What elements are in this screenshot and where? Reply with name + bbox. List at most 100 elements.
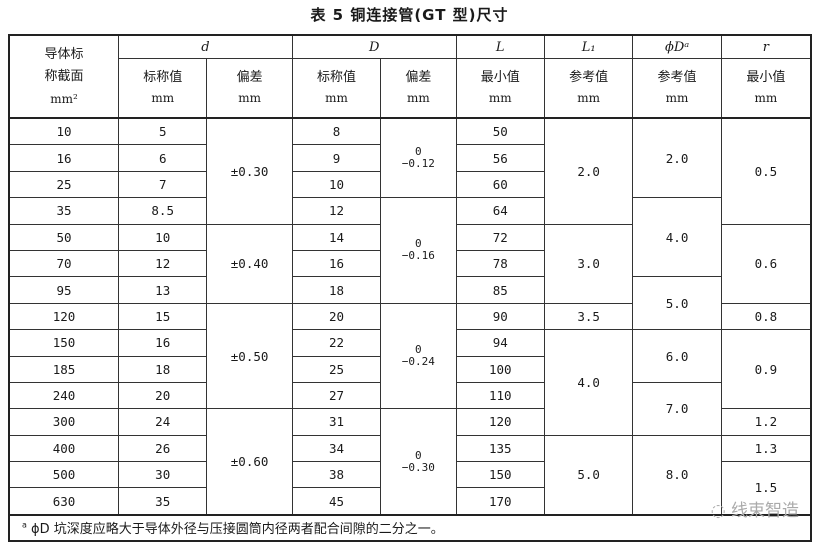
cell-L-min: 85	[455, 276, 545, 304]
cell-d-tol: ±0.60	[206, 408, 293, 516]
table-row: 300 24 ±0.60 31 0 −0.30 120 1.2	[8, 408, 812, 516]
tolerance-line: −0.24	[401, 355, 435, 369]
cell-section: 300	[8, 408, 119, 436]
cell-L-min: 56	[455, 144, 545, 172]
tolerance-line: −0.12	[401, 157, 435, 171]
cell-L-min: 94	[455, 329, 545, 357]
header-D-tolerance: 偏差 mm	[380, 58, 457, 119]
cell-d-nom: 20	[117, 381, 208, 410]
cell-d-nom: 18	[117, 355, 208, 383]
table-title: 表 5 铜连接管(GT 型)尺寸	[310, 6, 509, 24]
cell-L-min: 100	[455, 355, 545, 383]
cell-L-min: 60	[455, 170, 545, 199]
cell-r: 1.5	[720, 461, 812, 516]
cell-d-tol: ±0.50	[206, 302, 293, 410]
table-row: 16 6 9 56	[8, 144, 811, 172]
cell-d-nom: 8.5	[117, 197, 208, 225]
cell-section: 185	[8, 355, 119, 383]
footnote-text: ϕD 坑深度应略大于导体外径与压接圆筒内径两者配合间隙的二分之一。	[31, 522, 444, 538]
tolerance-line: −0.16	[401, 249, 435, 263]
cell-section: 400	[8, 434, 119, 463]
table-row: 500 30 38 150 1.5	[8, 461, 812, 516]
cell-section: 120	[8, 302, 119, 331]
cell-d-nom: 13	[117, 276, 208, 304]
cell-section: 95	[8, 276, 119, 304]
cell-L-min: 170	[455, 487, 545, 516]
cell-D-nom: 18	[291, 276, 382, 304]
cell-r: 1.3	[720, 434, 812, 463]
watermark: ◌ 线束智造	[710, 501, 799, 521]
cell-D-tol: 0 −0.30	[380, 408, 457, 516]
cell-section: 70	[8, 249, 119, 278]
header-text: 导体标	[44, 46, 84, 62]
footnote: a ϕD 坑深度应略大于导体外径与压接圆筒内径两者配合间隙的二分之一。	[8, 513, 812, 542]
cell-D-nom: 45	[291, 487, 382, 516]
cell-d-tol: ±0.30	[206, 117, 293, 225]
cell-section: 35	[8, 197, 119, 225]
cell-D-nom: 38	[291, 461, 382, 489]
cell-L-min: 135	[455, 434, 545, 463]
cell-L1: 5.0	[543, 434, 634, 516]
copper-connector-dimension-table: 导体标 称截面 mm² d D L L₁ ϕDᵃ r 标称值 mm 偏差 mm 标称…	[8, 34, 812, 542]
cell-r: 1.2	[720, 408, 812, 436]
cell-D-nom: 31	[291, 408, 382, 436]
cell-L-min: 110	[455, 381, 545, 410]
cell-d-nom: 7	[117, 170, 208, 199]
cell-d-nom: 15	[117, 302, 208, 331]
cell-L-min: 50	[455, 117, 545, 146]
cell-D-nom: 22	[291, 329, 382, 357]
cell-section: 240	[8, 381, 119, 410]
cell-section: 500	[8, 461, 119, 489]
table-row: 120 15 ±0.50 20 0 −0.24 90 3.5 0.8	[8, 302, 812, 410]
cell-D-nom: 14	[291, 223, 382, 251]
cell-d-nom: 6	[117, 144, 208, 172]
header-phiD-ref: 参考值 mm	[632, 58, 722, 119]
table-row: 35 8.5 12 0 −0.16 64 4.0	[8, 197, 811, 304]
cell-d-nom: 26	[117, 434, 208, 463]
header-L1-ref: 参考值 mm	[543, 58, 634, 119]
cell-section: 10	[8, 117, 119, 146]
cell-D-nom: 25	[291, 355, 382, 383]
cell-section: 150	[8, 329, 119, 357]
header-r-min: 最小值 mm	[720, 58, 812, 119]
cell-d-nom: 24	[117, 408, 208, 436]
cell-d-nom: 10	[117, 223, 208, 251]
header-L1: L₁	[543, 34, 634, 59]
tolerance-line: −0.30	[401, 460, 435, 474]
cell-L1: 2.0	[543, 117, 634, 225]
cell-D-nom: 27	[291, 381, 382, 410]
header-d: d	[118, 34, 293, 59]
cell-d-nom: 5	[117, 117, 208, 146]
header-D: D	[291, 34, 457, 59]
table-row: 50 10 ±0.40 14 72 3.0 0.6	[8, 223, 812, 304]
cell-d-nom: 30	[117, 461, 208, 489]
cell-D-nom: 20	[291, 302, 382, 331]
wechat-icon: ◌	[710, 501, 731, 521]
cell-L-min: 90	[455, 302, 545, 331]
cell-D-tol: 0 −0.12	[380, 117, 457, 199]
cell-L-min: 64	[455, 197, 545, 225]
header-unit: mm²	[50, 91, 78, 106]
table-row: 185 18 25 100	[8, 355, 811, 383]
table-row: 630 35 45 170	[8, 487, 811, 516]
cell-L-min: 150	[455, 461, 545, 489]
cell-D-nom: 16	[291, 249, 382, 278]
cell-D-nom: 8	[291, 117, 382, 146]
cell-phiD: 8.0	[632, 434, 722, 516]
cell-d-nom: 16	[117, 329, 208, 357]
tolerance-line: 0	[415, 343, 422, 357]
header-d-tolerance: 偏差 mm	[206, 58, 293, 119]
cell-D-tol: 0 −0.16	[380, 197, 457, 304]
cell-phiD: 6.0	[632, 329, 722, 383]
header-D-nominal: 标称值 mm	[291, 58, 382, 119]
cell-r: 0.9	[720, 329, 812, 410]
cell-D-nom: 34	[291, 434, 382, 463]
cell-phiD: 4.0	[632, 197, 722, 278]
header-section: 导体标 称截面 mm²	[8, 34, 119, 119]
cell-d-tol: ±0.40	[206, 223, 293, 304]
table-row: 25 7 10 60	[8, 170, 811, 199]
cell-phiD: 5.0	[632, 276, 722, 331]
tolerance-line: 0	[415, 145, 422, 159]
cell-section: 50	[8, 223, 119, 251]
cell-L1: 3.5	[543, 302, 634, 331]
